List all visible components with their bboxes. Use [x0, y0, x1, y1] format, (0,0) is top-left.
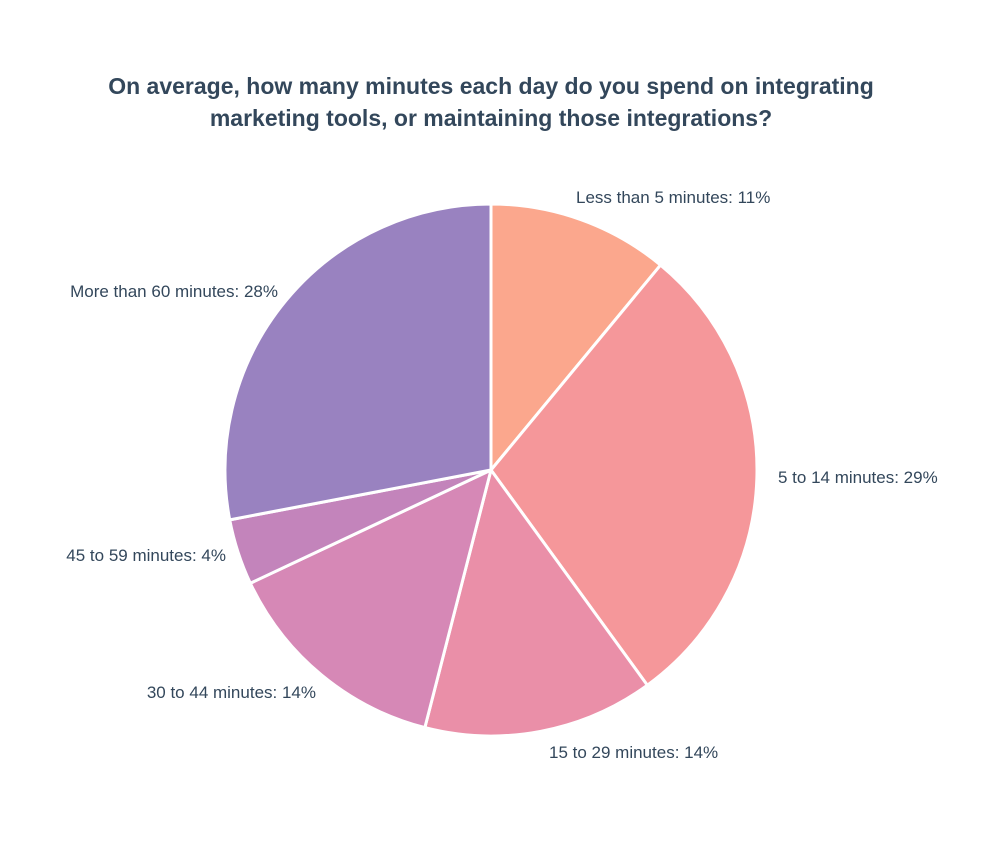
slice-label: 5 to 14 minutes: 29% [778, 468, 938, 487]
slice-label: 15 to 29 minutes: 14% [549, 743, 718, 762]
chart-title: On average, how many minutes each day do… [40, 70, 942, 134]
slice-label: 30 to 44 minutes: 14% [147, 683, 316, 702]
pie-slice-15-to-29-minutes [423, 468, 649, 738]
chart-title-line-1: On average, how many minutes each day do… [108, 73, 874, 99]
slice-label: More than 60 minutes: 28% [70, 282, 278, 301]
pie-slice-5-to-14-minutes [489, 263, 759, 687]
pie-labels: Less than 5 minutes: 11% 5 to 14 minutes:… [66, 188, 937, 762]
pie-slice-30-to-44-minutes [248, 468, 493, 730]
pie-slice-less-than-5-minutes [489, 202, 663, 472]
pie-slices [223, 202, 759, 738]
slice-label: Less than 5 minutes: 11% [576, 188, 770, 207]
pie-slice-more-than-60-minutes [223, 202, 493, 522]
slice-label: 45 to 59 minutes: 4% [66, 546, 226, 565]
chart-title-line-2: marketing tools, or maintaining those in… [209, 105, 773, 131]
